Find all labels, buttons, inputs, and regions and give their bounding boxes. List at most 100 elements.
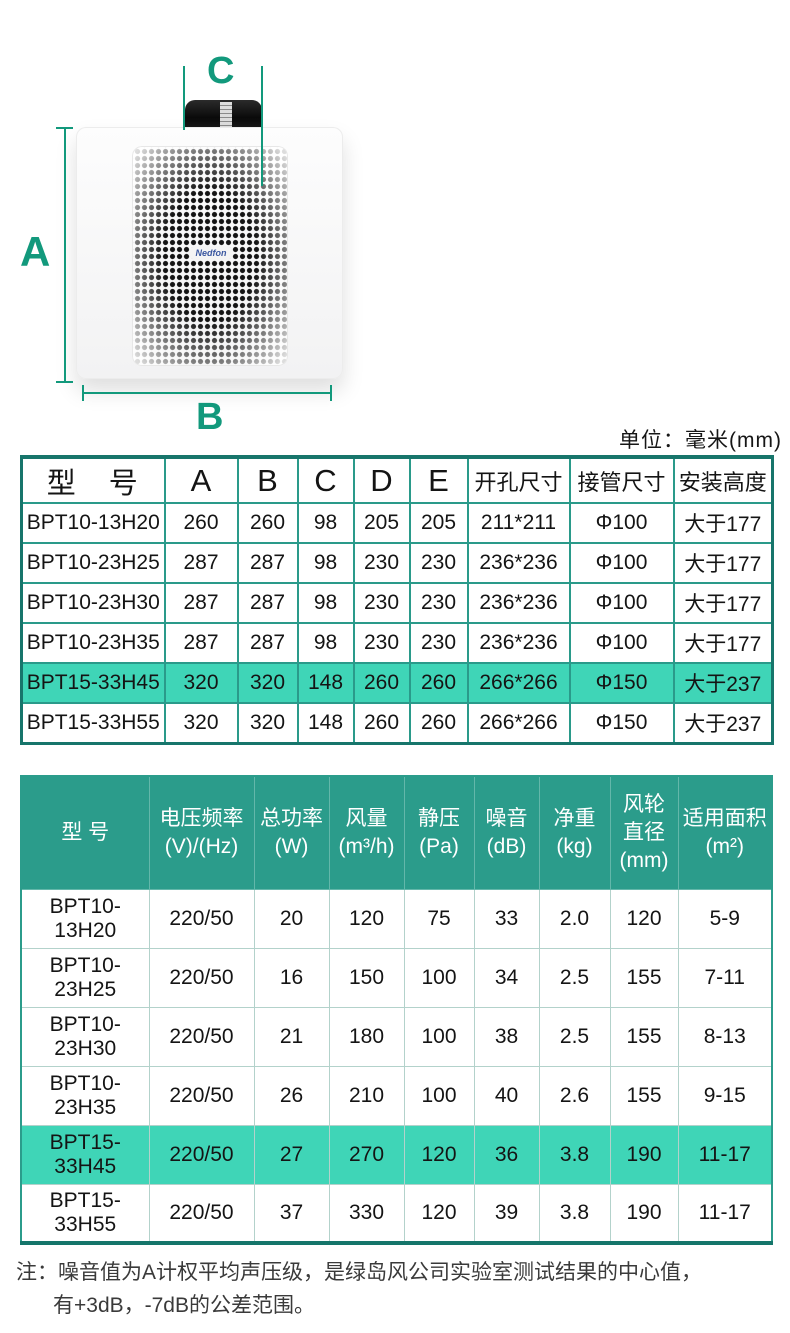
value-cell: 75 [403,888,475,949]
value-cell: 270 [328,1124,405,1185]
value-cell: 190 [609,1183,679,1244]
value-cell: 100 [403,1065,475,1126]
model-cell: BPT10-23H25 [20,542,166,584]
dimension-line-a [64,128,66,382]
table-row: BPT10-23H35 287 287 98 230 230 236*236 Φ100 大于17… [20,622,774,664]
value-cell: 98 [296,502,355,544]
value-cell: 320 [163,662,239,704]
table-row: BPT10-23H35 220/50 26 210 100 40 2.6 155 9-15 [20,1065,773,1126]
column-header: 开孔尺寸 [466,456,571,504]
column-header: B [236,456,299,504]
value-cell: 180 [328,1006,405,1067]
spec-table: 型 号电压频率 (V)/(Hz) 总功率 (W) 风量 (m³/h) 静压 (Pa) 噪音 (dB… [20,775,773,1245]
dimension-table-header-row: 型 号 A B C D E 开孔尺寸 接管尺寸 安装高度 [20,456,774,504]
value-cell: 155 [609,1065,679,1126]
value-cell: 155 [609,1006,679,1067]
model-cell: BPT15-33H45 [20,1124,150,1185]
value-cell: 5-9 [677,888,773,949]
dimension-tick [56,127,73,129]
table-row: BPT10-23H30 287 287 98 230 230 236*236 Φ100 大于17… [20,582,774,624]
value-cell: 260 [352,702,411,744]
value-cell: 287 [236,582,299,624]
column-header: 总功率 (W) [253,775,330,890]
value-cell: 330 [328,1183,405,1244]
value-cell: 220/50 [148,1006,255,1067]
value-cell: 260 [236,502,299,544]
model-cell: BPT15-33H55 [20,702,166,744]
value-cell: 16 [253,947,330,1008]
table-row: BPT10-23H25 220/50 16 150 100 34 2.5 155 7-11 [20,947,773,1008]
dimension-table: 型 号 A B C D E 开孔尺寸 接管尺寸 安装高度 BPT10-13H20 260 260 98… [20,455,774,745]
footnote: 注：噪音值为A计权平均声压级，是绿岛风公司实验室测试结果的中心值， 有+3dB，… [16,1256,702,1322]
value-cell: 230 [408,582,469,624]
footnote-line1: 注：噪音值为A计权平均声压级，是绿岛风公司实验室测试结果的中心值， [16,1261,703,1284]
value-cell: 236*236 [466,582,571,624]
value-cell: 148 [296,702,355,744]
column-header: D [352,456,411,504]
dimension-tick [330,385,332,401]
dimension-line-b [83,392,331,394]
spec-table-header-row: 型 号电压频率 (V)/(Hz) 总功率 (W) 风量 (m³/h) 静压 (Pa) 噪音 (dB… [20,775,773,890]
value-cell: 220/50 [148,1065,255,1126]
value-cell: 2.5 [538,1006,611,1067]
value-cell: 266*266 [466,702,571,744]
footnote-line2: 有+3dB，-7dB的公差范围。 [53,1294,315,1317]
value-cell: 211*211 [466,502,571,544]
value-cell: 大于237 [672,702,774,744]
value-cell: 205 [408,502,469,544]
value-cell: 34 [473,947,540,1008]
value-cell: Φ100 [568,502,675,544]
column-header: 风量 (m³/h) [328,775,405,890]
value-cell: 155 [609,947,679,1008]
value-cell: 220/50 [148,1124,255,1185]
value-cell: 21 [253,1006,330,1067]
table-row: BPT10-13H20 220/50 20 120 75 33 2.0 120 5-9 [20,888,773,949]
collar-sticker [220,102,232,130]
table-row: BPT10-23H25 287 287 98 230 230 236*236 Φ100 大于17… [20,542,774,584]
value-cell: 220/50 [148,947,255,1008]
value-cell: 98 [296,582,355,624]
value-cell: 大于177 [672,622,774,664]
value-cell: 320 [163,702,239,744]
front-view-photo: Nedfon A B C [0,0,390,440]
value-cell: 20 [253,888,330,949]
value-cell: 230 [352,622,411,664]
value-cell: 205 [352,502,411,544]
value-cell: 230 [408,542,469,584]
value-cell: 大于177 [672,502,774,544]
value-cell: 2.0 [538,888,611,949]
value-cell: 230 [352,582,411,624]
value-cell: 11-17 [677,1183,773,1244]
column-header: 型 号 [20,775,150,890]
spec-table-body: BPT10-13H20 220/50 20 120 75 33 2.0 120 5-9 BPT10… [20,888,773,1244]
value-cell: 3.8 [538,1124,611,1185]
rear-view-photo: E D [390,0,790,440]
value-cell: Φ150 [568,702,675,744]
value-cell: 3.8 [538,1183,611,1244]
column-header: 型 号 [20,456,166,504]
column-header: 风轮 直径 (mm) [609,775,679,890]
value-cell: 9-15 [677,1065,773,1126]
column-header: 适用面积 (m²) [677,775,773,890]
value-cell: 236*236 [466,622,571,664]
value-cell: 287 [163,622,239,664]
value-cell: 230 [352,542,411,584]
table-row: BPT15-33H45 220/50 27 270 120 36 3.8 190 11-17 [20,1124,773,1185]
value-cell: 190 [609,1124,679,1185]
value-cell: Φ100 [568,622,675,664]
value-cell: 120 [609,888,679,949]
value-cell: 98 [296,622,355,664]
value-cell: 320 [236,662,299,704]
model-cell: BPT10-23H30 [20,582,166,624]
value-cell: 40 [473,1065,540,1126]
value-cell: 260 [163,502,239,544]
value-cell: 27 [253,1124,330,1185]
value-cell: 100 [403,947,475,1008]
dimension-label-c: C [207,50,235,92]
table-row: BPT10-23H30 220/50 21 180 100 38 2.5 155 8-13 [20,1006,773,1067]
value-cell: 236*236 [466,542,571,584]
model-cell: BPT10-23H25 [20,947,150,1008]
value-cell: 大于177 [672,542,774,584]
table-row: BPT10-13H20 260 260 98 205 205 211*211 Φ100 大于17… [20,502,774,544]
value-cell: 320 [236,702,299,744]
